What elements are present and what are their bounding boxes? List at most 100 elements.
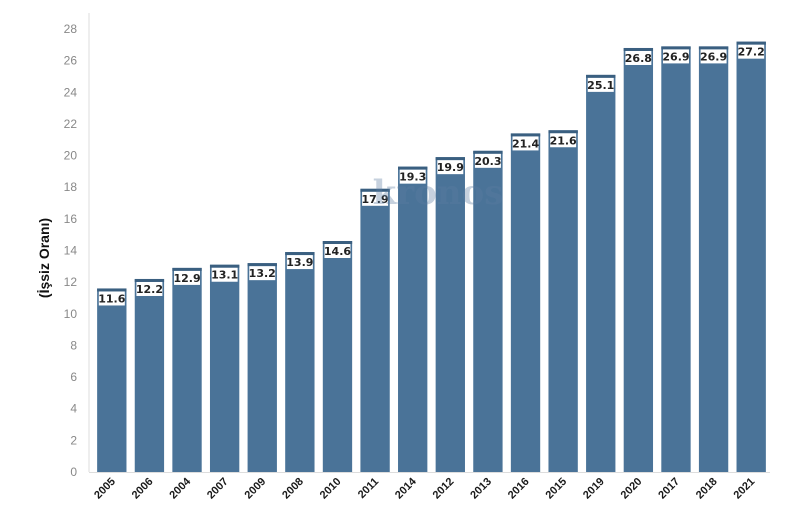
bar-2018 (698, 46, 729, 473)
bar-2006 (134, 278, 165, 472)
bar-2009 (247, 263, 277, 472)
y-axis-title: (İşsiz Oranı) (36, 218, 52, 298)
data-label-bg (474, 153, 501, 168)
x-tick-label: 2005 (92, 476, 118, 502)
x-tick-label: 2010 (318, 476, 344, 502)
x-tick-label: 2004 (167, 475, 193, 501)
data-label: 21.4 (512, 137, 539, 150)
y-tick-label: 6 (70, 370, 77, 384)
data-label: 13.1 (211, 269, 238, 282)
bar-cap-2007 (209, 264, 240, 268)
bar-cap-2019 (586, 74, 616, 78)
x-tick-label: 2007 (205, 476, 231, 502)
bar-2011 (360, 188, 390, 472)
x-tick-label: 2008 (280, 476, 306, 502)
bar-cap-2004 (172, 267, 202, 271)
y-tick-label: 24 (64, 85, 78, 99)
bar-2012 (435, 157, 465, 472)
bar-cap-2011 (360, 188, 390, 192)
bar-cap-2013 (473, 150, 503, 154)
x-tick-label: 2019 (581, 476, 607, 502)
data-label: 11.6 (98, 292, 125, 305)
y-tick-label: 28 (64, 22, 78, 36)
x-tick-label: 2015 (543, 476, 569, 502)
data-label: 21.6 (550, 134, 577, 147)
x-tick-label: 2011 (356, 476, 381, 501)
data-label-bg (362, 191, 389, 206)
y-tick-label: 16 (64, 212, 78, 226)
data-label-bg (550, 133, 577, 148)
bar-cap-2012 (435, 157, 465, 161)
data-label: 27.2 (738, 46, 765, 59)
data-label-bg (587, 77, 614, 92)
y-tick-label: 22 (64, 117, 78, 131)
y-tick-label: 26 (64, 54, 78, 68)
x-tick-label: 2018 (694, 476, 720, 502)
data-label: 12.2 (136, 283, 163, 296)
data-label: 26.9 (700, 50, 727, 63)
data-label: 26.8 (625, 52, 652, 65)
bar-cap-2014 (398, 166, 428, 170)
data-label: 26.9 (662, 50, 689, 63)
data-label-bg (98, 291, 125, 306)
y-tick-label: 12 (64, 275, 78, 289)
x-tick-label: 2017 (656, 476, 682, 502)
bar-2017 (661, 46, 691, 473)
bar-2016 (510, 133, 541, 472)
bar-2004 (172, 267, 202, 472)
bar-2013 (473, 150, 503, 472)
bar-cap-2015 (548, 130, 578, 134)
data-label: 12.9 (173, 272, 200, 285)
bar-cap-2020 (623, 47, 654, 51)
data-label-bg (174, 270, 201, 285)
bar-cap-2018 (698, 46, 729, 50)
data-label-bg (625, 50, 652, 65)
x-tick-label: 2016 (506, 476, 532, 502)
bar-2020 (623, 47, 654, 472)
bar-2015 (548, 130, 578, 472)
x-tick-label: 2012 (431, 476, 457, 502)
bar-cap-2006 (134, 278, 165, 282)
data-label-bg (399, 169, 426, 184)
y-tick-label: 14 (64, 244, 78, 258)
y-tick-label: 8 (70, 338, 77, 352)
data-label: 17.9 (362, 193, 389, 206)
data-label-bg (211, 267, 238, 282)
data-label-bg (662, 49, 689, 64)
data-label-bg (324, 244, 351, 259)
x-tick-label: 2009 (243, 476, 269, 502)
bar-cap-2009 (247, 263, 277, 267)
data-label-bg (738, 44, 765, 59)
data-label: 25.1 (587, 79, 614, 92)
data-label: 19.9 (437, 161, 464, 174)
data-label: 14.6 (324, 245, 351, 258)
x-axis: 2005 2006 2004 2007 2009 2008 2010 2011 2014 2012… (89, 472, 770, 502)
data-label-bg (512, 136, 539, 151)
bar-2014 (398, 166, 428, 472)
y-tick-label: 4 (70, 402, 77, 416)
watermark-text: kronos (373, 173, 504, 213)
bar-cap-2017 (661, 46, 691, 50)
bar-2019 (586, 74, 616, 472)
data-label: 19.3 (399, 171, 426, 184)
x-tick-label: 2020 (619, 476, 645, 502)
data-label-bg (286, 255, 313, 270)
data-label: 20.3 (474, 155, 501, 168)
data-label-bg (437, 160, 464, 175)
bar-cap-2021 (736, 41, 766, 45)
x-tick-label: 2013 (468, 476, 494, 502)
bar-cap-2016 (510, 133, 541, 137)
bar-2005 (97, 288, 127, 472)
y-tick-label: 10 (64, 307, 78, 321)
y-tick-label: 2 (70, 433, 77, 447)
bar-2010 (322, 241, 353, 472)
data-label-bg (249, 266, 276, 281)
data-label-bg (700, 49, 727, 64)
bar-cap-2010 (322, 241, 353, 245)
bar-2007 (209, 264, 240, 472)
x-tick-label: 2006 (130, 476, 156, 502)
y-tick-label: 0 (70, 465, 77, 479)
y-tick-label: 18 (64, 180, 78, 194)
